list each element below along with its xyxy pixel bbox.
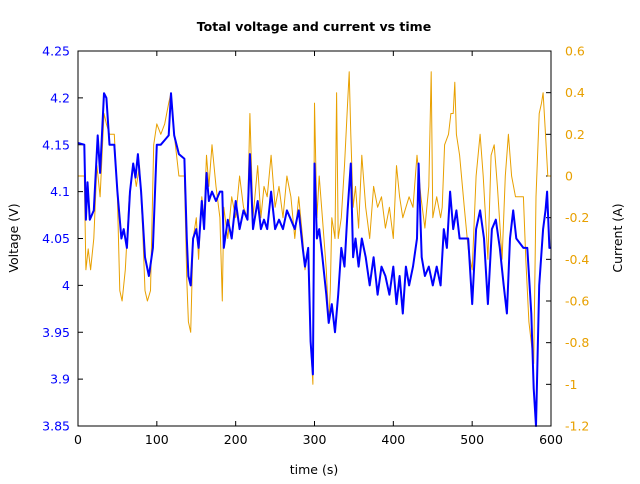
y2-tick-label: -0.8 (565, 335, 589, 350)
y2-tick-label: 0.2 (565, 127, 585, 142)
y2-tick-label: -1 (565, 377, 577, 392)
voltage-series-line (77, 92, 551, 427)
y2-axis-label: Current (A) (610, 203, 625, 272)
x-axis-label: time (s) (290, 462, 338, 477)
y-tick-label: 4 (62, 278, 70, 293)
y2-tick-label: -0.4 (565, 252, 589, 267)
y-tick-label: 4.1 (50, 184, 70, 199)
chart-title: Total voltage and current vs time (197, 19, 431, 34)
y2-tick-label: 0 (565, 169, 573, 184)
y2-tick-label: 0.6 (565, 44, 585, 59)
x-tick-label: 600 (539, 432, 563, 447)
y-tick-label: 3.95 (42, 325, 70, 340)
x-tick-label: 300 (303, 432, 327, 447)
y-tick-label: 3.9 (50, 372, 70, 387)
y2-tick-label: -1.2 (565, 419, 589, 434)
y2-tick-label: -0.2 (565, 210, 589, 225)
x-tick-label: 100 (145, 432, 169, 447)
y2-tick-label: 0.4 (565, 85, 585, 100)
y-tick-label: 4.2 (50, 90, 70, 105)
current-series-line (78, 71, 551, 385)
y-tick-label: 4.05 (42, 231, 70, 246)
x-tick-label: 400 (381, 432, 405, 447)
x-tick-label: 0 (74, 432, 82, 447)
plot-frame (77, 50, 552, 427)
x-tick-label: 200 (224, 432, 248, 447)
y2-tick-label: -0.6 (565, 294, 589, 309)
y-tick-label: 3.85 (42, 419, 70, 434)
x-tick-label: 500 (460, 432, 484, 447)
y-tick-label: 4.15 (42, 137, 70, 152)
y-axis-label: Voltage (V) (6, 203, 21, 272)
y-tick-label: 4.25 (42, 44, 70, 59)
